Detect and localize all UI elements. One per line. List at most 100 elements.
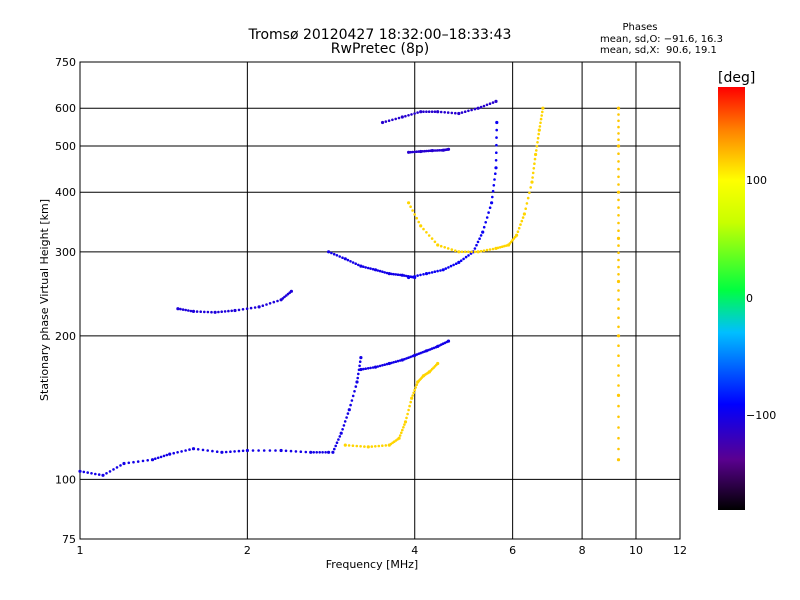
point-e-region-trace xyxy=(224,450,228,454)
point-f2-o-mode xyxy=(454,262,458,266)
point-trace-490-km xyxy=(438,149,441,152)
point-scatter-9-mhz xyxy=(617,152,620,155)
point-e-x-mode xyxy=(405,416,408,420)
point-scatter-9-mhz xyxy=(616,144,621,148)
point-e-region-trace xyxy=(97,473,101,476)
point-e-region-trace xyxy=(299,450,303,454)
point-f1-o-mode xyxy=(415,353,419,356)
point-e-region-trace xyxy=(180,450,183,453)
grid xyxy=(80,62,680,539)
point-high-trace-3-5-5-8-mhz xyxy=(400,115,404,119)
point-f-x-mode xyxy=(485,248,489,252)
point-trace-490-km xyxy=(446,147,451,151)
point-e-cusp xyxy=(350,399,354,402)
point-high-trace-3-5-5-8-mhz xyxy=(422,110,425,113)
point-upper-traces-2-8-4-mhz xyxy=(378,269,382,273)
point-e-x-mode xyxy=(403,423,406,426)
point-e-region-trace xyxy=(112,468,115,471)
point-f-x-mode xyxy=(498,246,502,249)
point-f2-o-mode xyxy=(478,237,481,240)
point-e-x-mode xyxy=(409,400,413,404)
point-f1-o-mode xyxy=(373,365,378,369)
point-trace-490-km xyxy=(432,149,436,152)
point-upper-traces-2-8-4-mhz xyxy=(396,273,400,277)
point-f-x-mode xyxy=(541,110,544,114)
point-scatter-9-mhz xyxy=(617,374,620,377)
point-e-x-mode xyxy=(374,445,377,448)
point-high-trace-3-5-5-8-mhz xyxy=(485,103,489,107)
point-f2-o-mode xyxy=(476,240,480,244)
point-high-trace-3-5-5-8-mhz xyxy=(446,111,450,114)
point-e-region-trace xyxy=(312,451,316,454)
point-f1-o-mode xyxy=(446,339,451,343)
point-es-layer-1-5-2-4-mhz xyxy=(184,308,187,312)
colorbar-tick-label: 0 xyxy=(746,291,753,305)
point-e-x-mode xyxy=(414,386,418,389)
point-e-region-trace xyxy=(150,458,155,462)
point-f-x-mode xyxy=(526,196,530,200)
point-e-region-trace xyxy=(309,450,313,454)
point-f-x-mode xyxy=(413,213,417,216)
point-es-layer-1-5-2-4-mhz xyxy=(179,307,182,311)
point-high-trace-3-5-5-8-mhz xyxy=(457,111,461,116)
point-trace-490-km xyxy=(409,150,412,154)
point-es-layer-1-5-2-4-mhz xyxy=(189,309,193,313)
point-f-x-mode xyxy=(535,149,538,152)
x-axis-label: Frequency [MHz] xyxy=(326,558,418,571)
point-f-x-mode xyxy=(532,167,536,170)
point-es-layer-1-5-2-4-mhz xyxy=(191,309,196,313)
point-upper-traces-2-8-4-mhz xyxy=(346,258,350,262)
point-e-region-trace xyxy=(86,471,89,474)
chart-title: Tromsø 20120427 18:32:00–18:33:43 xyxy=(248,27,512,43)
point-f2-o-mode xyxy=(493,178,496,181)
point-f1-o-mode xyxy=(364,367,368,371)
point-scatter-9-mhz xyxy=(616,393,621,397)
point-f2-o-mode xyxy=(485,216,489,219)
point-f1-o-mode xyxy=(381,364,384,367)
point-f-x-mode xyxy=(525,202,529,205)
point-f1-o-mode xyxy=(392,361,395,364)
point-e-region-trace xyxy=(304,450,308,454)
point-high-trace-3-5-5-8-mhz xyxy=(380,120,385,125)
point-e-region-trace xyxy=(220,450,224,454)
point-high-trace-3-5-5-8-mhz xyxy=(384,120,388,123)
point-scatter-9-mhz xyxy=(617,307,620,310)
y-axis-label: Stationary phase Virtual Height [km] xyxy=(38,199,51,401)
point-es-layer-1-5-2-4-mhz xyxy=(249,306,253,310)
point-e-cusp xyxy=(347,408,351,412)
point-e-cusp xyxy=(345,416,348,419)
x-tick-label: 1 xyxy=(77,544,84,557)
point-scatter-9-mhz xyxy=(616,236,621,240)
point-f-x-mode xyxy=(411,209,414,212)
point-f-x-mode xyxy=(503,244,506,248)
point-e-cusp xyxy=(357,372,360,376)
point-e-region-trace xyxy=(268,449,272,452)
point-scatter-9-mhz xyxy=(617,316,620,320)
point-upper-traces-2-8-4-mhz xyxy=(376,269,380,272)
point-f2-o-mode xyxy=(491,195,494,199)
point-f-x-mode xyxy=(538,125,542,128)
point-e-region-trace xyxy=(188,448,191,451)
point-scatter-9-mhz xyxy=(617,251,620,255)
point-e-cusp xyxy=(335,441,339,445)
point-f1-o-mode xyxy=(396,359,400,363)
point-scatter-9-mhz xyxy=(617,325,620,329)
point-e-cusp xyxy=(351,394,355,398)
point-f2-o-mode xyxy=(490,201,494,205)
point-f-x-mode xyxy=(427,234,431,237)
point-upper-traces-2-8-4-mhz xyxy=(349,260,352,263)
point-f1-o-mode xyxy=(403,357,406,361)
point-trace-490-km xyxy=(411,150,414,154)
point-scatter-9-mhz xyxy=(617,384,620,387)
point-high-trace-3-5-5-8-mhz xyxy=(416,111,419,114)
point-f-x-mode xyxy=(515,233,519,237)
point-es-layer-1-5-2-4-mhz xyxy=(265,303,268,306)
point-e-region-trace xyxy=(229,450,232,454)
point-scatter-9-mhz xyxy=(617,119,620,123)
point-scatter-9-mhz xyxy=(617,354,620,358)
point-f1-o-mode xyxy=(376,365,380,368)
y-tick-label: 300 xyxy=(55,246,76,259)
point-e-region-trace xyxy=(94,472,97,476)
point-high-trace-3-5-5-8-mhz xyxy=(419,110,423,114)
point-f-x-mode xyxy=(425,231,428,234)
